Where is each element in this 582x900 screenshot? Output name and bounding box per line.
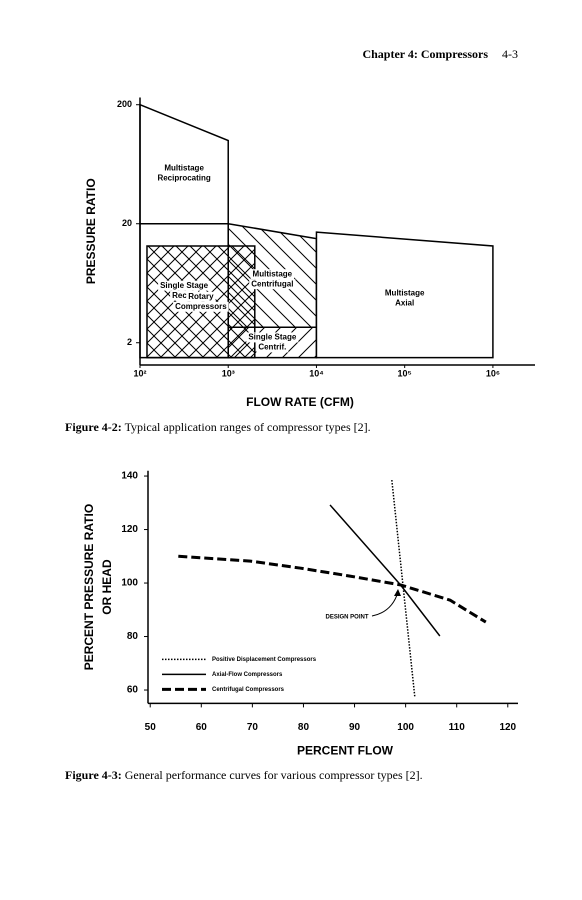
- label-bg: [382, 288, 427, 299]
- x-tick-label: 50: [145, 722, 157, 733]
- x-tick-label: 80: [298, 722, 310, 733]
- x-tick-label: 10³: [222, 368, 235, 378]
- x-tick-label: 60: [196, 722, 208, 733]
- caption: Figure 4-2: Typical application ranges o…: [65, 420, 371, 434]
- x-tick-label: 10⁶: [486, 368, 500, 378]
- region-label: Centrif.: [258, 343, 286, 352]
- legend-label: Centrifugal Compressors: [212, 687, 285, 693]
- x-axis-label: PERCENT FLOW: [297, 744, 394, 758]
- region-label: Reciprocating: [157, 173, 210, 182]
- y-tick-label: 200: [117, 99, 132, 109]
- annotation-arrowhead: [394, 589, 401, 596]
- y-tick-label: 80: [127, 631, 139, 642]
- region-label: Multistage: [253, 269, 293, 278]
- label-bg: [256, 342, 289, 353]
- y-axis-label: PERCENT PRESSURE RATIO: [82, 504, 96, 670]
- label-bg: [170, 290, 199, 301]
- label-bg: [155, 173, 213, 184]
- x-tick-label: 10²: [133, 368, 146, 378]
- region-label: Centrifugal: [251, 279, 293, 288]
- region-label: Multistage: [164, 163, 204, 172]
- x-tick-label: 120: [499, 722, 516, 733]
- caption: Figure 4-3: General performance curves f…: [65, 768, 423, 782]
- running-header: Chapter 4: Compressors: [362, 47, 488, 61]
- x-tick-label: 10⁴: [309, 368, 323, 378]
- label-bg: [162, 163, 206, 174]
- label-bg: [158, 280, 211, 291]
- label-bg: [246, 332, 299, 343]
- annotation-arrow: [371, 591, 399, 617]
- legend-label: Axial-Flow Compressors: [212, 672, 283, 678]
- series-line: [178, 554, 487, 624]
- label-bg: [173, 301, 229, 312]
- x-tick-label: 100: [397, 722, 414, 733]
- y-axis-label: PRESSURE RATIO: [84, 178, 98, 284]
- y-axis-label: OR HEAD: [100, 559, 114, 615]
- caption-label: Figure 4-2:: [65, 420, 122, 434]
- label-bg: [250, 269, 295, 280]
- region-label: Single Stage: [160, 281, 209, 290]
- y-tick-label: 140: [121, 471, 138, 482]
- y-tick-label: 2: [127, 337, 132, 347]
- region-label: Recip.: [172, 291, 196, 300]
- x-tick-label: 10⁵: [398, 368, 412, 378]
- region-label: Compressors: [175, 302, 227, 311]
- page-number: 4-3: [502, 47, 518, 61]
- caption-label: Figure 4-3:: [65, 768, 122, 782]
- region-label: Axial: [395, 298, 414, 307]
- caption-text: General performance curves for various c…: [125, 768, 423, 782]
- legend-label: Positive Displacement Compressors: [212, 657, 317, 663]
- label-bg: [249, 279, 296, 290]
- caption-text: Typical application ranges of compressor…: [125, 420, 371, 434]
- y-tick-label: 60: [127, 685, 139, 696]
- y-tick-label: 120: [121, 524, 138, 535]
- label-bg: [186, 291, 216, 302]
- x-tick-label: 110: [449, 722, 466, 733]
- y-tick-label: 100: [121, 578, 138, 589]
- annotation: DESIGN POINT: [325, 615, 368, 621]
- region-label: Rotary: [188, 292, 214, 301]
- label-bg: [393, 298, 417, 309]
- region-label: Multistage: [385, 288, 425, 297]
- x-axis-label: FLOW RATE (CFM): [246, 395, 354, 409]
- y-tick-label: 20: [122, 218, 132, 228]
- region-label: Single Stage: [248, 333, 297, 342]
- x-tick-label: 90: [349, 722, 361, 733]
- x-tick-label: 70: [247, 722, 259, 733]
